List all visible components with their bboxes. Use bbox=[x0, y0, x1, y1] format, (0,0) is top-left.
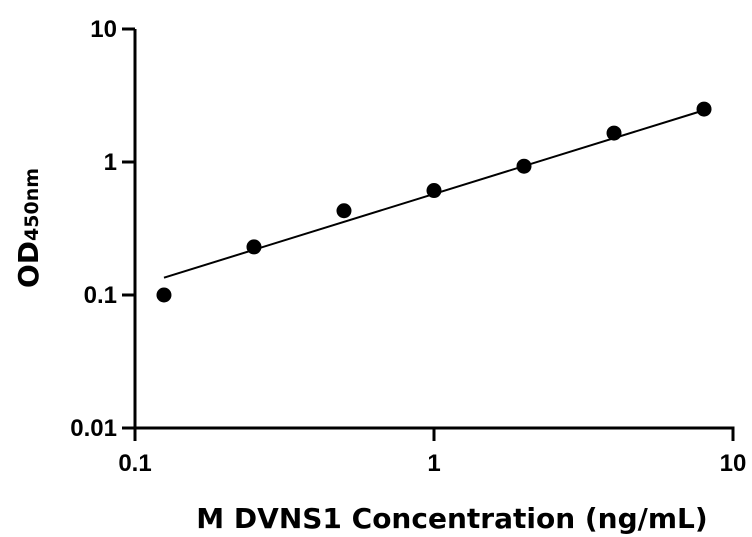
x-tick-label: 0.1 bbox=[118, 450, 151, 477]
data-point bbox=[246, 239, 262, 255]
y-axis-title: OD450nm bbox=[12, 168, 45, 288]
y-tick-label: 0.1 bbox=[84, 282, 117, 309]
y-axis-title-main: OD bbox=[12, 241, 45, 288]
data-point bbox=[426, 183, 442, 199]
y-tick-label: 10 bbox=[90, 16, 117, 43]
y-tick-label: 0.01 bbox=[70, 415, 117, 442]
data-point bbox=[696, 101, 712, 117]
y-axis-title-subscript: 450nm bbox=[21, 168, 43, 241]
x-tick-label: 1 bbox=[427, 450, 440, 477]
axes bbox=[133, 29, 735, 430]
y-tick-label: 1 bbox=[104, 149, 117, 176]
data-points bbox=[156, 101, 712, 303]
data-point bbox=[336, 203, 352, 219]
data-point bbox=[156, 287, 172, 303]
data-point bbox=[606, 125, 622, 141]
x-axis-title: M DVNS1 Concentration (ng/mL) bbox=[196, 502, 707, 535]
ticks bbox=[122, 27, 735, 441]
x-tick-label: 10 bbox=[720, 450, 747, 477]
data-point bbox=[516, 158, 532, 174]
